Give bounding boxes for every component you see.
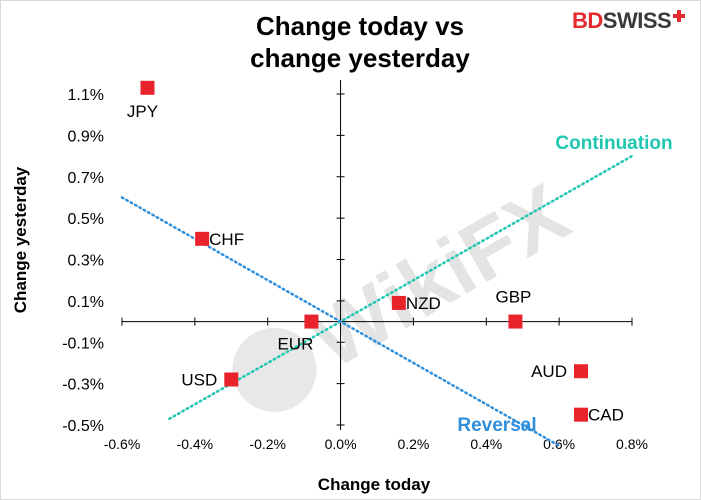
- y-tick-label: -0.5%: [62, 418, 104, 435]
- x-tick-label: 0.2%: [397, 436, 429, 452]
- trend-line-reversal: [120, 196, 561, 447]
- y-tick-label: 0.7%: [68, 170, 104, 187]
- point-jpy: [140, 80, 155, 95]
- point-chf: [195, 231, 210, 246]
- y-tick-label: -0.3%: [62, 377, 104, 394]
- point-cad: [574, 407, 588, 422]
- trend-lines: Continuation Reversal: [120, 133, 673, 447]
- y-tick-label: 0.9%: [68, 128, 104, 145]
- x-axis-label: Change today: [318, 475, 431, 494]
- brand-logo-part1: BD: [572, 8, 603, 33]
- trend-line-continuation: [168, 154, 634, 421]
- point-label-chf: CHF: [209, 230, 244, 249]
- watermark-logo-icon: [232, 327, 317, 412]
- point-label-usd: USD: [181, 370, 217, 389]
- chart-title-line-1: Change today vs: [255, 11, 465, 41]
- x-tick-label: 0.6%: [543, 436, 575, 452]
- x-tick-label: -0.2%: [249, 436, 286, 452]
- y-tick-label: 0.3%: [68, 253, 104, 270]
- chart-title: Change today vs change yesterday: [190, 10, 530, 74]
- swiss-cross-icon: [673, 10, 686, 22]
- y-axis-label: Change yesterday: [11, 166, 30, 313]
- x-tick-label: -0.4%: [177, 436, 214, 452]
- point-nzd: [391, 295, 406, 310]
- point-gbp: [508, 314, 523, 329]
- y-tick-label: 1.1%: [68, 87, 104, 104]
- point-label-eur: EUR: [277, 335, 313, 354]
- annotation-continuation: Continuation: [555, 133, 672, 154]
- point-label-nzd: NZD: [406, 294, 441, 313]
- y-tick-label: 0.5%: [68, 211, 104, 228]
- point-aud: [574, 364, 588, 379]
- x-tick-label: 0.8%: [616, 436, 648, 452]
- chart-title-line-2: change yesterday: [250, 43, 470, 73]
- point-eur: [304, 314, 319, 329]
- data-points: JPY CHF NZD GBP EUR USD AUD CAD: [127, 80, 624, 425]
- brand-logo: BD SWISS: [572, 8, 686, 34]
- point-label-gbp: GBP: [495, 288, 531, 307]
- brand-logo-part2: SWISS: [602, 8, 672, 33]
- annotation-reversal: Reversal: [457, 415, 536, 436]
- x-tick-label: 0.0%: [325, 436, 357, 452]
- axes: -0.6% -0.4% -0.2% 0.0% 0.2% 0.4% 0.6% 0.8% 1.1% 0…: [62, 80, 648, 452]
- x-tick-label: -0.6%: [104, 436, 141, 452]
- x-tick-label: 0.4%: [470, 436, 502, 452]
- point-usd: [224, 372, 239, 387]
- point-label-aud: AUD: [531, 362, 567, 381]
- watermark-text: WikiFX: [295, 165, 584, 386]
- point-label-cad: CAD: [588, 406, 624, 425]
- point-label-jpy: JPY: [127, 102, 158, 121]
- y-tick-label: 0.1%: [68, 294, 104, 311]
- y-tick-label: -0.1%: [62, 335, 104, 352]
